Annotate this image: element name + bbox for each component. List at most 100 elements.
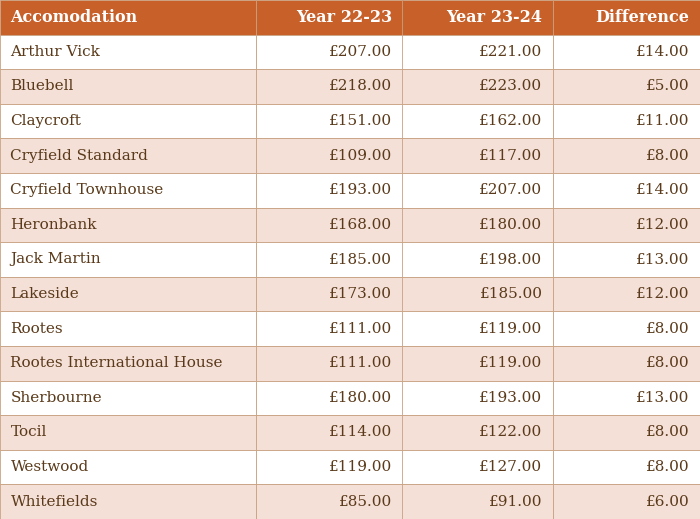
Bar bbox=[256, 0, 402, 35]
Text: Year 23-24: Year 23-24 bbox=[447, 9, 542, 26]
Text: £122.00: £122.00 bbox=[480, 426, 542, 440]
Bar bbox=[256, 346, 402, 380]
Bar bbox=[0, 484, 256, 519]
Text: Accomodation: Accomodation bbox=[10, 9, 138, 26]
Text: £111.00: £111.00 bbox=[329, 322, 392, 336]
Bar bbox=[402, 311, 553, 346]
Bar bbox=[0, 208, 256, 242]
Text: £5.00: £5.00 bbox=[646, 79, 690, 93]
Bar bbox=[553, 450, 700, 484]
Text: £14.00: £14.00 bbox=[636, 183, 690, 197]
Bar bbox=[0, 104, 256, 139]
Text: £14.00: £14.00 bbox=[636, 45, 690, 59]
Text: £119.00: £119.00 bbox=[480, 322, 542, 336]
Text: £193.00: £193.00 bbox=[329, 183, 392, 197]
Text: £114.00: £114.00 bbox=[329, 426, 392, 440]
Text: £127.00: £127.00 bbox=[480, 460, 542, 474]
Text: Lakeside: Lakeside bbox=[10, 287, 79, 301]
Bar bbox=[402, 208, 553, 242]
Text: £173.00: £173.00 bbox=[329, 287, 392, 301]
Text: £119.00: £119.00 bbox=[480, 357, 542, 370]
Bar bbox=[553, 277, 700, 311]
Bar bbox=[402, 0, 553, 35]
Bar bbox=[553, 208, 700, 242]
Bar bbox=[553, 104, 700, 139]
Text: £223.00: £223.00 bbox=[480, 79, 542, 93]
Bar bbox=[0, 35, 256, 69]
Bar bbox=[256, 139, 402, 173]
Text: Bluebell: Bluebell bbox=[10, 79, 74, 93]
Bar bbox=[256, 415, 402, 450]
Text: £8.00: £8.00 bbox=[646, 322, 690, 336]
Text: £162.00: £162.00 bbox=[480, 114, 542, 128]
Bar bbox=[0, 415, 256, 450]
Text: £8.00: £8.00 bbox=[646, 357, 690, 370]
Bar bbox=[0, 277, 256, 311]
Bar bbox=[553, 415, 700, 450]
Text: Tocil: Tocil bbox=[10, 426, 47, 440]
Bar bbox=[0, 380, 256, 415]
Bar bbox=[0, 139, 256, 173]
Text: £151.00: £151.00 bbox=[329, 114, 392, 128]
Text: £119.00: £119.00 bbox=[329, 460, 392, 474]
Text: £12.00: £12.00 bbox=[636, 287, 690, 301]
Bar bbox=[553, 311, 700, 346]
Bar bbox=[256, 208, 402, 242]
Bar bbox=[256, 69, 402, 104]
Bar bbox=[256, 104, 402, 139]
Bar bbox=[256, 35, 402, 69]
Bar bbox=[402, 484, 553, 519]
Text: Rootes: Rootes bbox=[10, 322, 63, 336]
Text: Year 22-23: Year 22-23 bbox=[296, 9, 392, 26]
Bar bbox=[553, 346, 700, 380]
Text: £91.00: £91.00 bbox=[489, 495, 542, 509]
Text: £185.00: £185.00 bbox=[480, 287, 542, 301]
Text: £221.00: £221.00 bbox=[480, 45, 542, 59]
Bar bbox=[402, 173, 553, 208]
Text: Heronbank: Heronbank bbox=[10, 218, 97, 232]
Bar bbox=[0, 450, 256, 484]
Bar bbox=[256, 242, 402, 277]
Text: £207.00: £207.00 bbox=[329, 45, 392, 59]
Bar bbox=[553, 69, 700, 104]
Text: Jack Martin: Jack Martin bbox=[10, 253, 101, 266]
Bar bbox=[402, 450, 553, 484]
Text: £117.00: £117.00 bbox=[480, 149, 542, 162]
Text: £109.00: £109.00 bbox=[329, 149, 392, 162]
Bar bbox=[402, 277, 553, 311]
Bar bbox=[0, 242, 256, 277]
Bar bbox=[553, 242, 700, 277]
Text: £8.00: £8.00 bbox=[646, 149, 690, 162]
Bar bbox=[256, 484, 402, 519]
Text: £168.00: £168.00 bbox=[329, 218, 392, 232]
Text: £218.00: £218.00 bbox=[329, 79, 392, 93]
Bar bbox=[0, 0, 256, 35]
Text: Sherbourne: Sherbourne bbox=[10, 391, 102, 405]
Bar bbox=[553, 484, 700, 519]
Bar bbox=[0, 173, 256, 208]
Bar bbox=[0, 346, 256, 380]
Bar bbox=[553, 35, 700, 69]
Bar bbox=[553, 139, 700, 173]
Bar bbox=[402, 415, 553, 450]
Bar bbox=[553, 0, 700, 35]
Bar bbox=[402, 35, 553, 69]
Text: Cryfield Townhouse: Cryfield Townhouse bbox=[10, 183, 164, 197]
Bar bbox=[0, 69, 256, 104]
Text: £6.00: £6.00 bbox=[645, 495, 689, 509]
Text: Difference: Difference bbox=[596, 9, 690, 26]
Text: Claycroft: Claycroft bbox=[10, 114, 81, 128]
Bar bbox=[256, 277, 402, 311]
Text: £180.00: £180.00 bbox=[480, 218, 542, 232]
Bar bbox=[402, 69, 553, 104]
Text: £198.00: £198.00 bbox=[480, 253, 542, 266]
Text: £85.00: £85.00 bbox=[339, 495, 392, 509]
Text: £193.00: £193.00 bbox=[480, 391, 542, 405]
Bar bbox=[402, 380, 553, 415]
Bar bbox=[553, 173, 700, 208]
Text: £207.00: £207.00 bbox=[480, 183, 542, 197]
Bar bbox=[0, 311, 256, 346]
Text: £12.00: £12.00 bbox=[636, 218, 690, 232]
Text: £180.00: £180.00 bbox=[329, 391, 392, 405]
Bar bbox=[256, 380, 402, 415]
